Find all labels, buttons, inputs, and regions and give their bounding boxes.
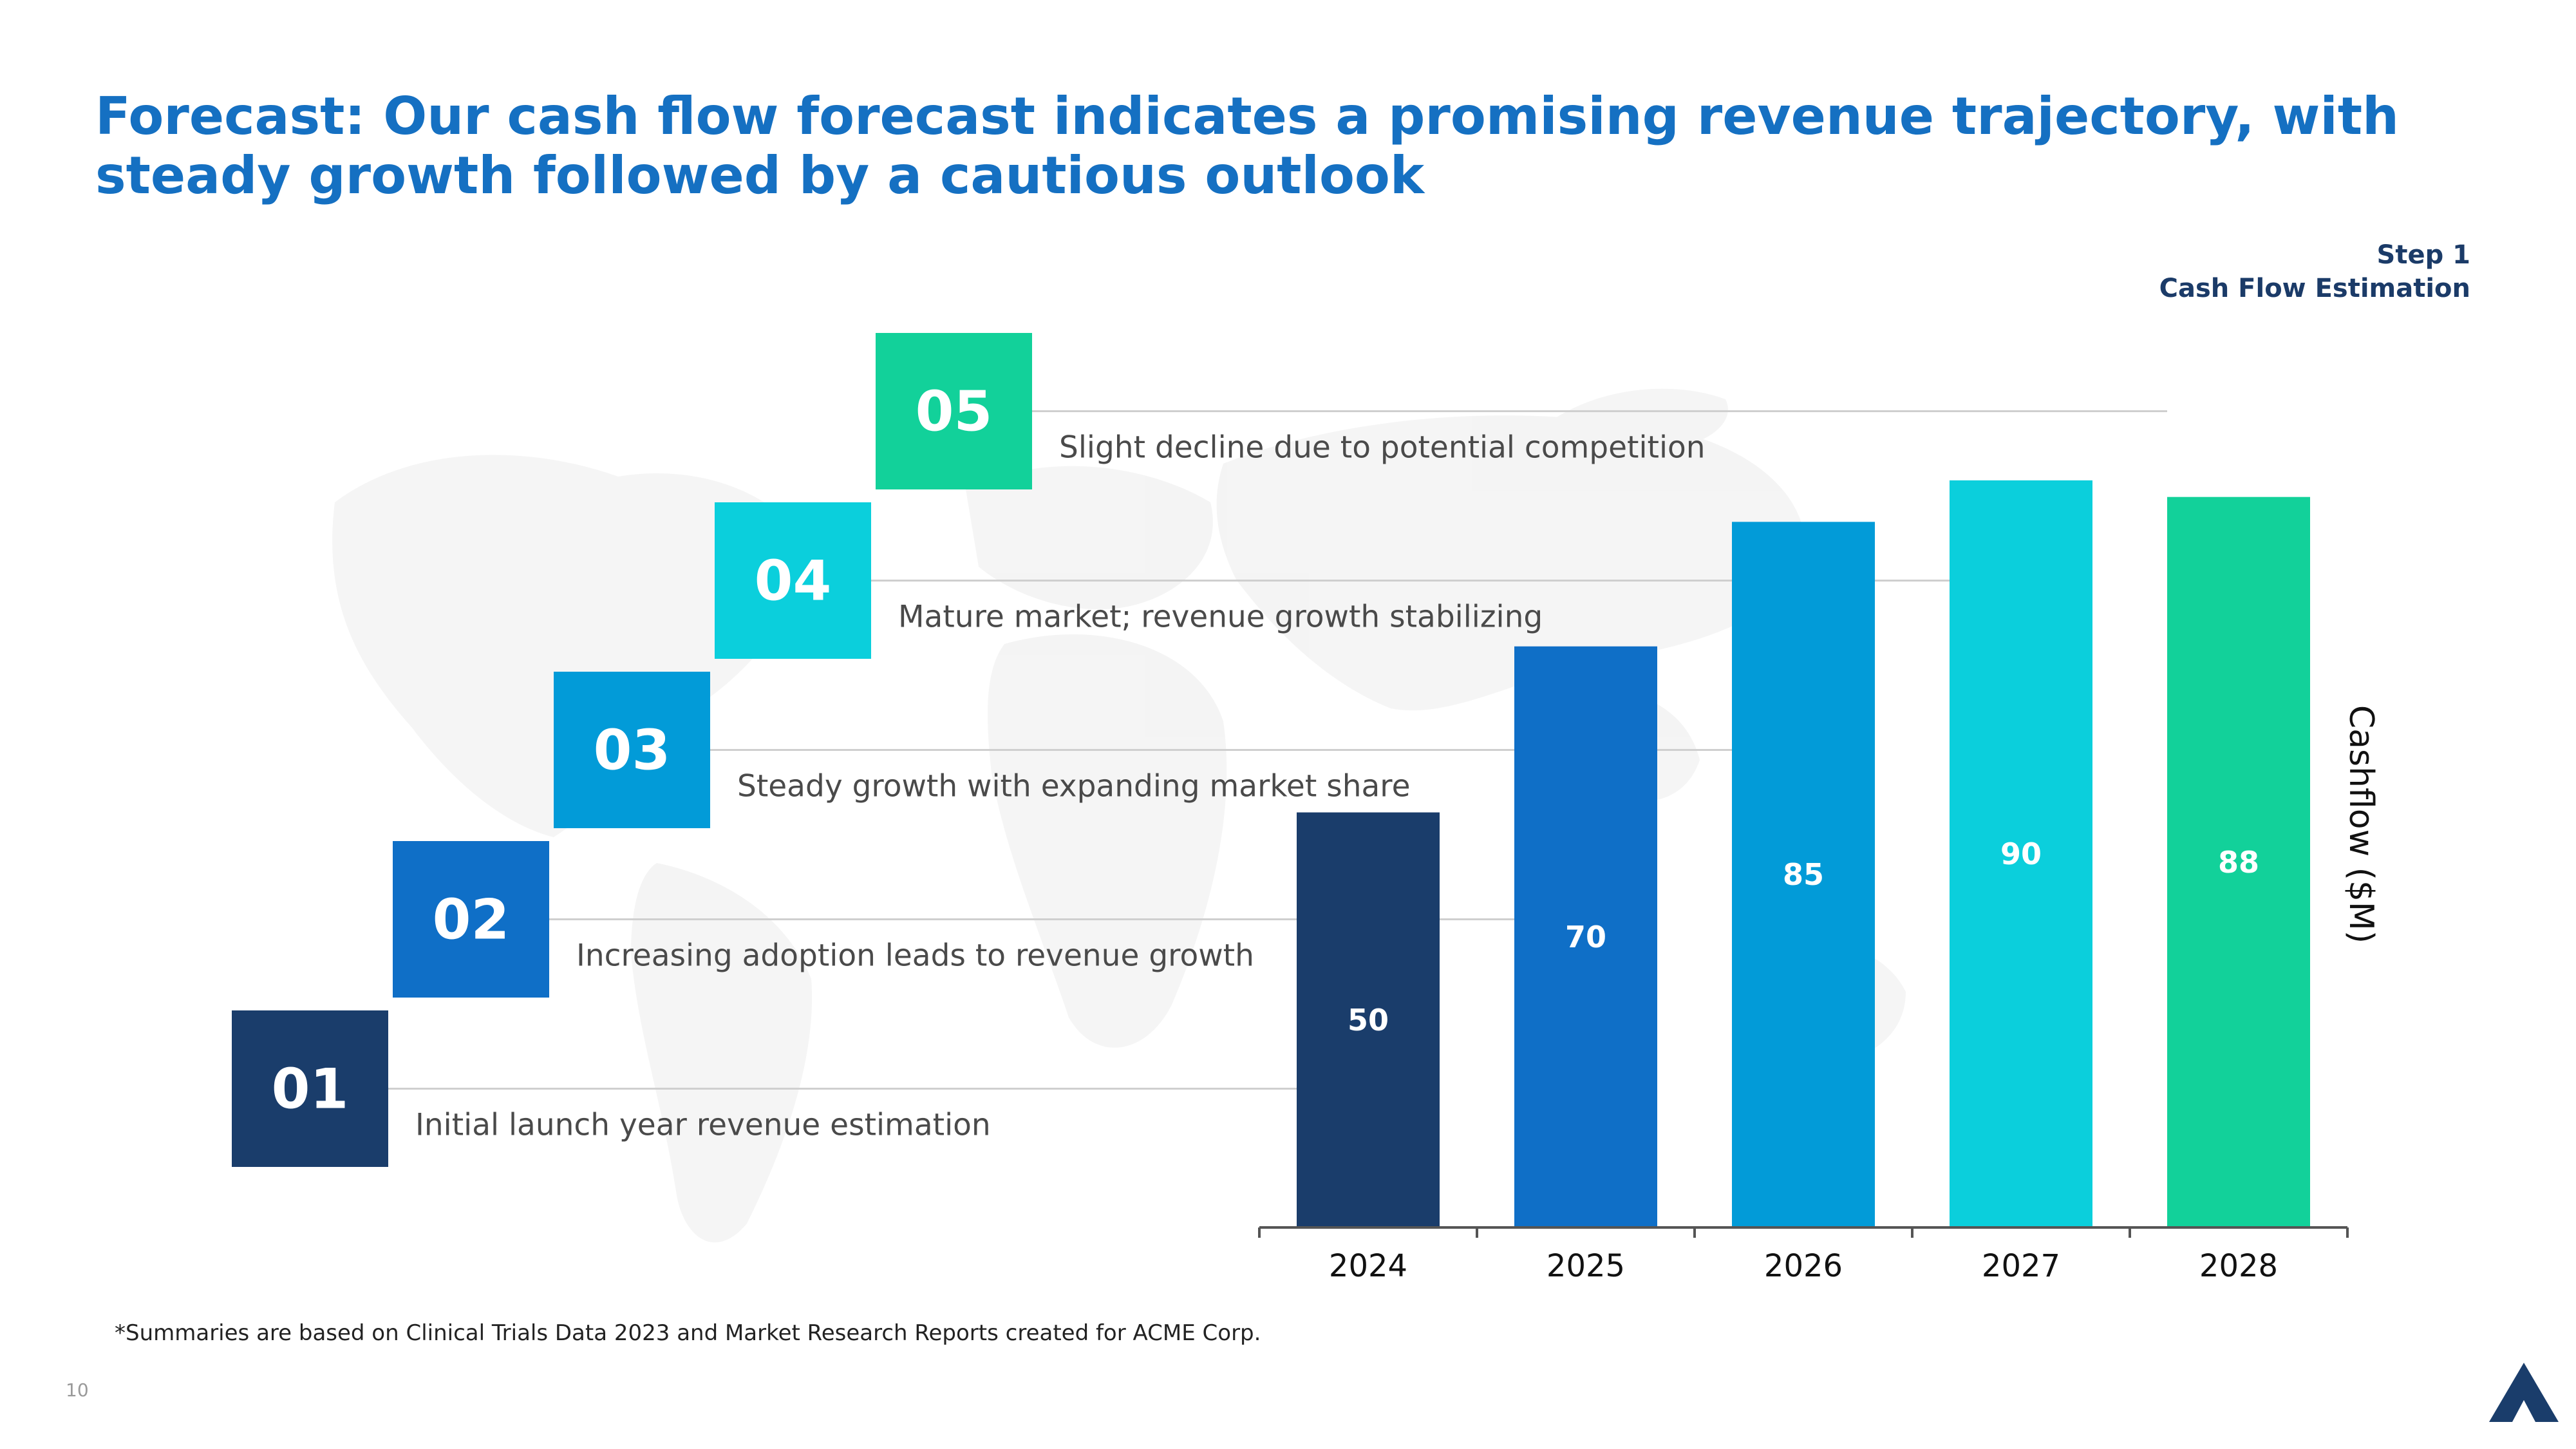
step-number: 05 (916, 380, 993, 444)
x-tick-label: 2025 (1547, 1248, 1625, 1284)
step-number-box (393, 841, 549, 998)
x-tick-label: 2024 (1329, 1248, 1407, 1284)
step-description: Slight decline due to potential competit… (1059, 430, 1706, 466)
step-description: Mature market; revenue growth stabilizin… (898, 600, 1543, 635)
step-number: 02 (433, 888, 510, 952)
x-axis: 2024 2025 2026 2027 2028 (1258, 1226, 2349, 1284)
bar-2028 (2167, 497, 2310, 1228)
step-label: Step 1 (2376, 240, 2470, 270)
bar-2024 (1297, 812, 1440, 1227)
bar-2027 (1950, 480, 2092, 1227)
data-label: 88 (2218, 845, 2259, 880)
step-number-box (232, 1010, 388, 1167)
bar-2026 (1732, 522, 1875, 1227)
data-label: 50 (1348, 1003, 1389, 1037)
x-tick-label: 2027 (1982, 1248, 2060, 1284)
step-number-box (876, 333, 1032, 489)
slide-title: Forecast: Our cash flow forecast indicat… (95, 86, 2400, 205)
step-number: 01 (272, 1057, 349, 1122)
step-number-box (554, 672, 710, 828)
bar-2025 (1514, 646, 1657, 1227)
step-number-box (715, 502, 871, 659)
data-label: 90 (2000, 837, 2042, 871)
step-description: Initial launch year revenue estimation (415, 1108, 991, 1143)
step-subtitle: Cash Flow Estimation (2159, 274, 2470, 303)
data-label: 85 (1783, 857, 1824, 892)
footnote: *Summaries are based on Clinical Trials … (115, 1320, 1261, 1346)
x-tick-label: 2026 (1764, 1248, 1843, 1284)
y-axis-label: Cashflow ($M) (2342, 705, 2380, 943)
steps-staircase: 01 Initial launch year revenue estimation… (232, 333, 1706, 1167)
step-number: 04 (755, 549, 832, 614)
step-number: 03 (594, 719, 671, 783)
step-tag: Step 1 Cash Flow Estimation (2159, 238, 2470, 305)
x-tick-label: 2028 (2199, 1248, 2278, 1284)
data-label: 70 (1565, 920, 1606, 954)
step-description: Steady growth with expanding market shar… (737, 769, 1411, 804)
step-description: Increasing adoption leads to revenue gro… (576, 938, 1254, 974)
page-number: 10 (66, 1379, 89, 1401)
bar-series: 50 70 85 90 88 (1297, 480, 2310, 1228)
triangle-logo-icon (2489, 1363, 2559, 1422)
